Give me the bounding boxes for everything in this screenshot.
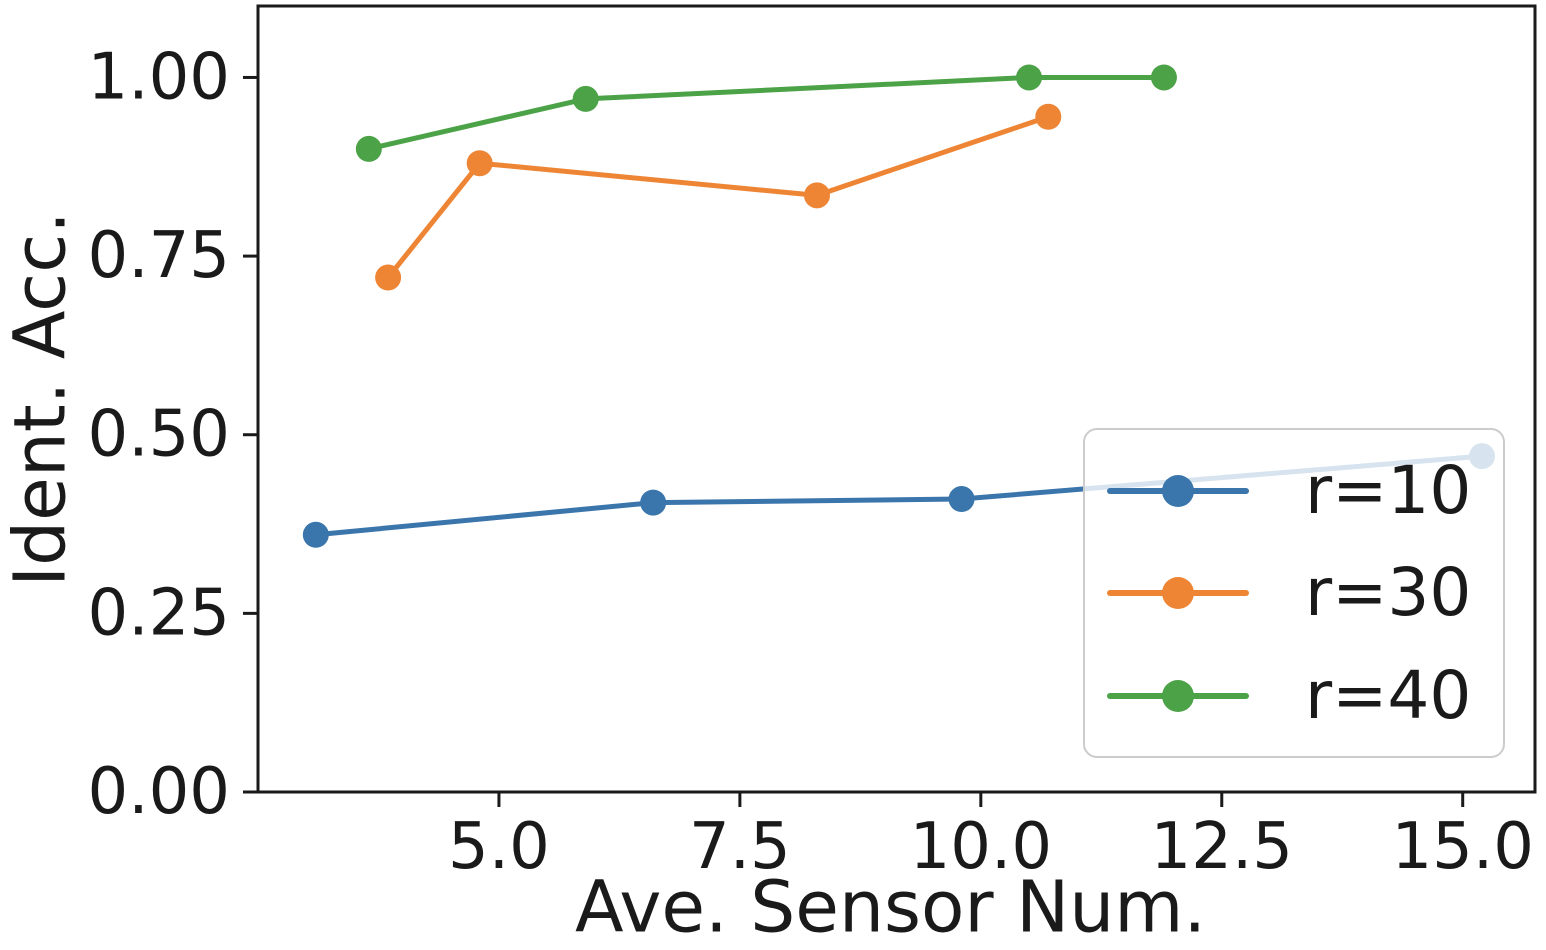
legend-marker-icon <box>1107 576 1249 610</box>
y-tick-label: 0.00 <box>88 755 231 829</box>
y-tick-label: 1.00 <box>88 40 231 114</box>
data-point <box>1016 64 1043 91</box>
x-tick-label: 5.0 <box>448 810 550 884</box>
data-point <box>466 150 493 177</box>
y-tick-label: 0.25 <box>88 576 231 650</box>
legend-item-r=30: r=30 <box>1085 543 1503 643</box>
x-tick-label: 10.0 <box>910 810 1053 884</box>
legend-marker-icon <box>1107 474 1249 508</box>
legend-label: r=10 <box>1305 451 1472 529</box>
x-tick-label: 12.5 <box>1151 810 1294 884</box>
data-point <box>302 521 329 548</box>
series-line <box>385 114 1051 281</box>
legend-label: r=40 <box>1305 656 1472 734</box>
data-point <box>948 486 975 513</box>
data-point <box>572 85 599 112</box>
y-tick-label: 0.50 <box>88 398 231 472</box>
data-point <box>1035 103 1062 130</box>
series-line <box>366 74 1167 152</box>
x-tick-label: 7.5 <box>689 810 791 884</box>
data-point <box>803 182 830 209</box>
y-axis-label: Ident. Acc. <box>0 211 82 587</box>
legend-item-r=10: r=10 <box>1085 441 1503 541</box>
data-point <box>375 264 402 291</box>
legend-label: r=30 <box>1305 554 1472 631</box>
data-point <box>640 489 667 516</box>
x-tick-label: 15.0 <box>1391 810 1534 884</box>
y-tick-label: 0.75 <box>88 219 231 293</box>
legend-marker-icon <box>1107 679 1249 713</box>
series-r=40 <box>355 64 1177 162</box>
legend-item-r=40: r=40 <box>1085 646 1503 746</box>
axes-frame <box>256 4 1537 794</box>
x-axis-label: Ave. Sensor Num. <box>574 865 1207 949</box>
legend-box: r=10 r=30 r=40 <box>1083 428 1505 758</box>
data-point <box>355 135 382 162</box>
series-r=30 <box>375 103 1062 291</box>
data-point <box>1150 64 1177 91</box>
